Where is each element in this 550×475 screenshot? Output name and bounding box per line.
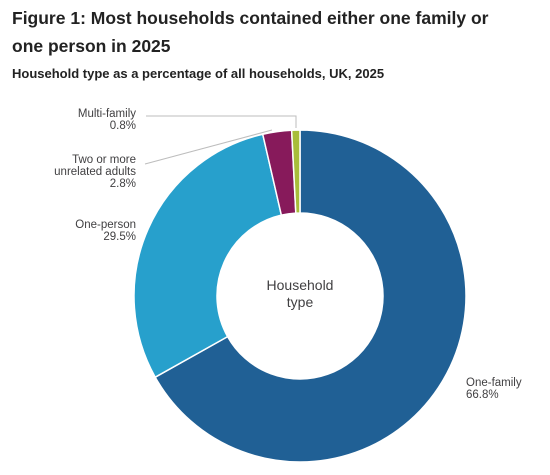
slice-one-person [133,133,283,379]
slice-multi-family [290,129,301,214]
slice-labels: One-family 66.8% One-person 29.5% Two or mor… [54,108,522,401]
figure-title: Figure 1: Most households contained eith… [12,8,489,56]
label-one-person: One-person 29.5% [75,219,136,243]
center-label-line-1: Household [267,277,334,293]
leader-two-or-more-unrelated-adults [144,129,273,165]
label-one-family: One-family 66.8% [466,377,522,401]
label-leader-lines [144,115,297,165]
donut-slices [133,129,467,463]
label-two-or-more-unrelated-adults: Two or more unrelated adults 2.8% [54,154,136,190]
figure-subtitle: Household type as a percentage of all ho… [12,66,385,81]
slice-one-family [154,129,467,463]
label-multi-family: Multi-family 0.8% [78,108,136,132]
leader-multi-family [146,115,297,128]
center-label-line-2: type [287,294,314,310]
